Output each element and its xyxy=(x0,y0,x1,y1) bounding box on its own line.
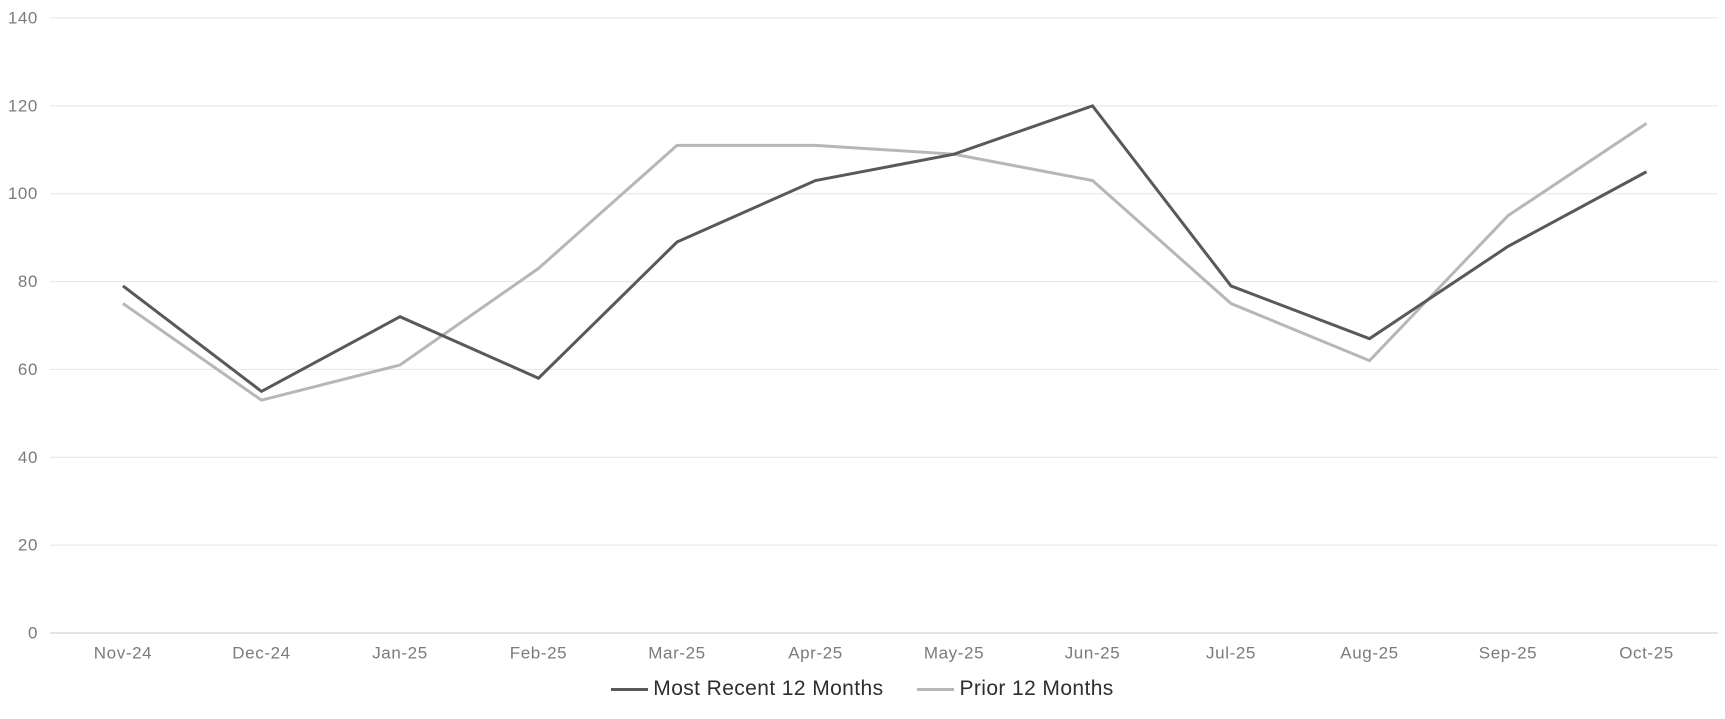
series-line-prior-12-months xyxy=(122,122,1648,402)
x-axis-tick-label: May-25 xyxy=(924,644,984,663)
y-axis-tick-label: 60 xyxy=(18,360,38,379)
y-axis-tick-label: 140 xyxy=(8,9,38,28)
x-axis-tick-label: Aug-25 xyxy=(1340,644,1398,663)
chart-legend: Most Recent 12 Months Prior 12 Months xyxy=(0,677,1725,701)
x-axis-tick-label: Jan-25 xyxy=(372,644,428,663)
legend-item-most-recent-12-months: Most Recent 12 Months xyxy=(611,677,883,701)
y-axis-tick-label: 0 xyxy=(28,624,38,643)
x-axis-tick-label: Jun-25 xyxy=(1065,644,1121,663)
x-axis-tick-label: Oct-25 xyxy=(1619,644,1674,663)
legend-item-prior-12-months: Prior 12 Months xyxy=(917,677,1113,701)
series-line-most-recent-12-months xyxy=(122,104,1648,394)
x-axis-tick-label: Mar-25 xyxy=(648,644,705,663)
legend-label: Prior 12 Months xyxy=(959,677,1114,700)
y-axis-tick-label: 80 xyxy=(18,272,38,291)
y-axis-tick-label: 100 xyxy=(8,184,38,203)
x-axis-tick-label: Feb-25 xyxy=(510,644,567,663)
x-axis-tick-label: Sep-25 xyxy=(1479,644,1537,663)
x-axis-tick-label: Jul-25 xyxy=(1206,644,1256,663)
legend-line-marker-dark xyxy=(611,687,649,691)
x-axis-tick-label: Nov-24 xyxy=(94,644,152,663)
y-axis-tick-label: 40 xyxy=(18,448,38,467)
x-axis-tick-label: Dec-24 xyxy=(232,644,290,663)
x-axis-tick-label: Apr-25 xyxy=(788,644,843,663)
legend-label: Most Recent 12 Months xyxy=(653,677,884,700)
y-axis-tick-label: 120 xyxy=(8,96,38,115)
legend-line-marker-light xyxy=(917,687,955,691)
y-axis-tick-label: 20 xyxy=(18,536,38,555)
